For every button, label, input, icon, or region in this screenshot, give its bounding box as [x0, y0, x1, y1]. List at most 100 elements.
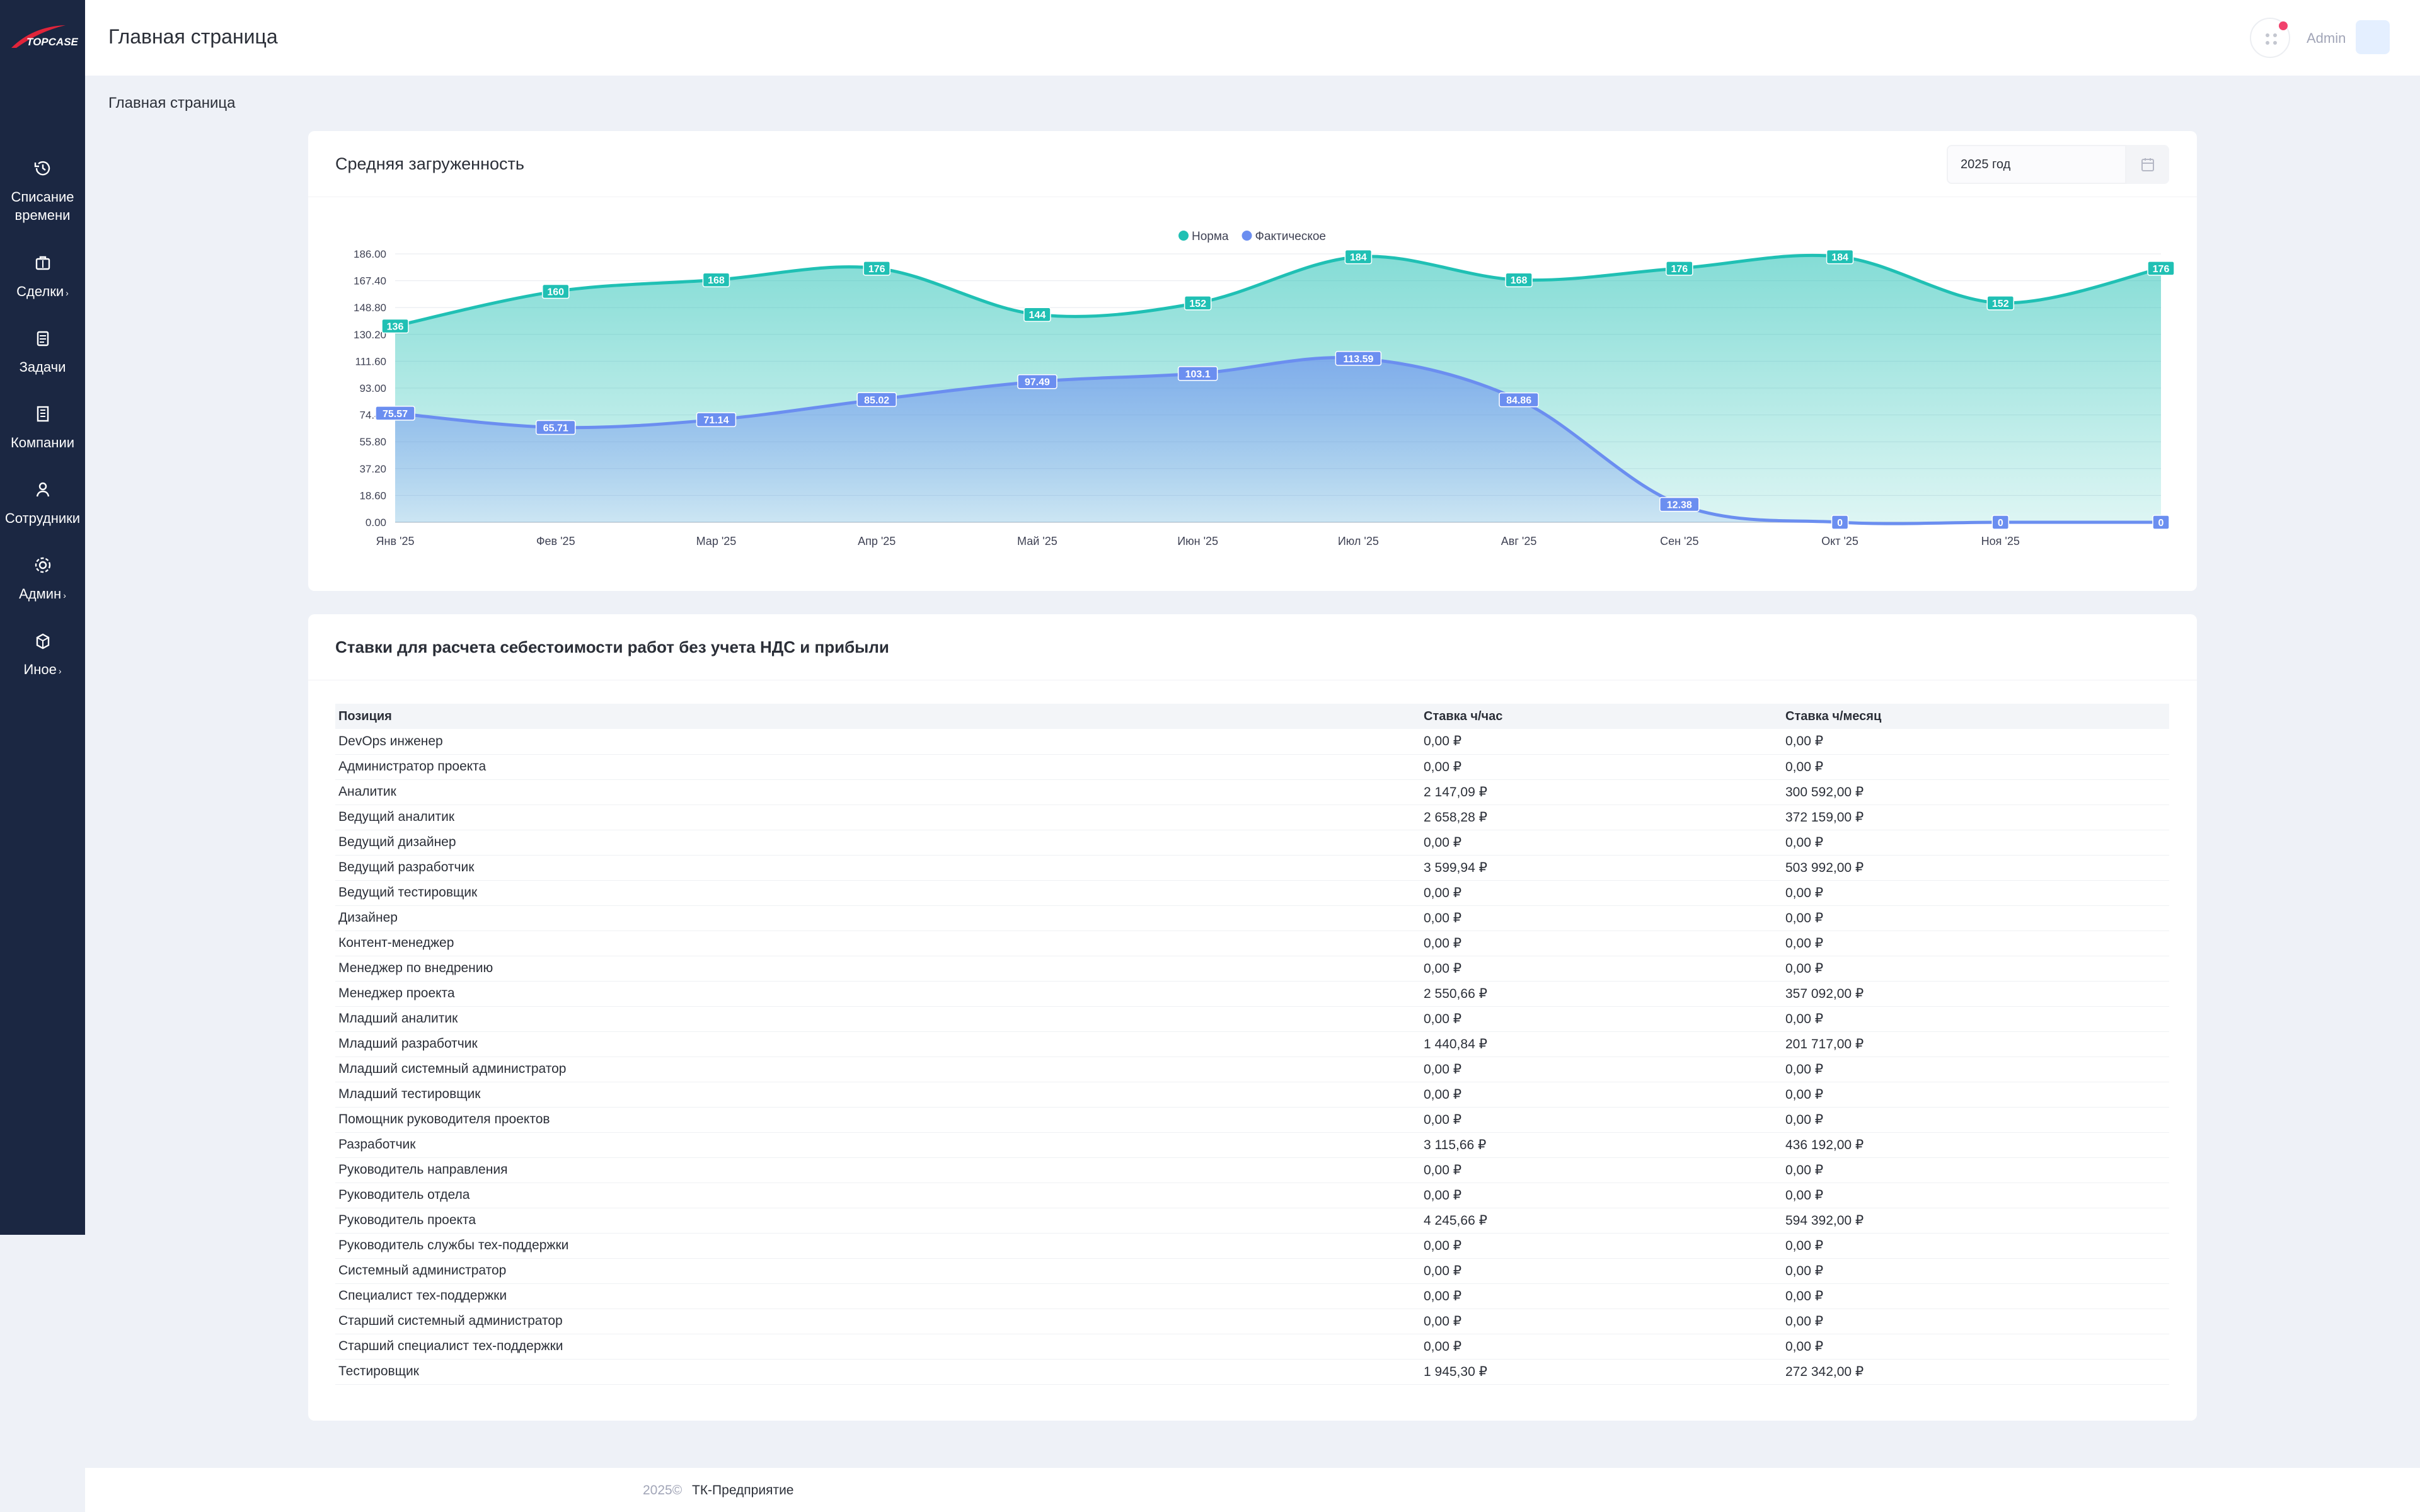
table-header-row: Позиция Ставка ч/час Ставка ч/месяц: [335, 704, 2169, 729]
cell-position: Ведущий дизайнер: [335, 830, 1420, 856]
x-tick-label: Окт '25: [1821, 535, 1858, 547]
chevron-right-icon: ›: [66, 288, 69, 298]
column-header-monthly-rate[interactable]: Ставка ч/месяц: [1782, 704, 2169, 729]
logo-text: TOPCASE: [26, 36, 78, 48]
footer-company-link[interactable]: ТК-Предприятие: [692, 1483, 794, 1498]
data-label-text: 97.49: [1025, 377, 1050, 388]
cell-hourly-rate: 0,00 ₽: [1420, 729, 1782, 755]
cell-hourly-rate: 2 550,66 ₽: [1420, 981, 1782, 1007]
calendar-button[interactable]: [2126, 145, 2169, 184]
table-row: Тестировщик 1 945,30 ₽272 342,00 ₽: [335, 1359, 2169, 1385]
x-tick-label: Янв '25: [376, 535, 415, 547]
column-header-hourly-rate[interactable]: Ставка ч/час: [1420, 704, 1782, 729]
data-label: 97.49: [1017, 374, 1057, 389]
topcase-logo[interactable]: TOPCASE: [8, 23, 79, 54]
cell-position: Старший системный администратор: [335, 1309, 1420, 1334]
data-label-text: 184: [1831, 253, 1848, 263]
y-tick-label: 18.60: [359, 490, 386, 501]
avatar[interactable]: [2356, 20, 2390, 54]
data-label-text: 85.02: [864, 395, 889, 406]
cell-hourly-rate: 2 147,09 ₽: [1420, 779, 1782, 805]
cell-hourly-rate: 0,00 ₽: [1420, 1107, 1782, 1133]
series-area-2: [395, 357, 2161, 524]
data-label: 152: [1184, 295, 1212, 311]
cell-monthly-rate: 436 192,00 ₽: [1782, 1132, 2169, 1158]
data-label-box: [696, 412, 737, 427]
sidebar-item-3[interactable]: Задачи: [0, 328, 85, 376]
legend-marker-2[interactable]: [1242, 231, 1252, 241]
building-icon: [32, 403, 54, 425]
cell-monthly-rate: 0,00 ₽: [1782, 830, 2169, 856]
sidebar-item-5[interactable]: Сотрудники: [0, 479, 85, 527]
cell-position: Специалист тех-поддержки: [335, 1283, 1420, 1309]
sidebar-item-4[interactable]: Компании: [0, 403, 85, 452]
data-label-box: [2147, 261, 2175, 276]
year-picker-input[interactable]: [1947, 145, 2126, 184]
data-label: 184: [1344, 249, 1373, 265]
sidebar-item-2[interactable]: Сделки ›: [0, 252, 85, 302]
table-row: Помощник руководителя проектов 0,00 ₽0,00…: [335, 1107, 2169, 1133]
x-tick-label: Фев '25: [536, 535, 575, 547]
y-tick-label: 0.00: [366, 517, 386, 529]
cell-monthly-rate: 0,00 ₽: [1782, 880, 2169, 906]
cell-monthly-rate: 357 092,00 ₽: [1782, 981, 2169, 1007]
data-label-box: [1184, 295, 1212, 311]
cell-hourly-rate: 1 440,84 ₽: [1420, 1031, 1782, 1057]
data-label-text: 12.38: [1667, 500, 1692, 511]
table-row: Младший тестировщик 0,00 ₽0,00 ₽: [335, 1082, 2169, 1108]
table-row: Руководитель проекта 4 245,66 ₽594 392,00…: [335, 1208, 2169, 1234]
cell-position: Менеджер по внедрению: [335, 956, 1420, 982]
sidebar-item-6[interactable]: Админ ›: [0, 554, 85, 605]
data-label: 176: [1666, 261, 1693, 276]
legend-label-2[interactable]: Фактическое: [1255, 230, 1326, 243]
cell-position: Ведущий разработчик: [335, 855, 1420, 881]
apps-button[interactable]: [2250, 18, 2290, 58]
table-row: Менеджер по внедрению 0,00 ₽0,00 ₽: [335, 956, 2169, 982]
y-tick-label: 55.80: [359, 436, 386, 448]
cell-hourly-rate: 0,00 ₽: [1420, 830, 1782, 856]
cell-monthly-rate: 0,00 ₽: [1782, 1006, 2169, 1032]
cell-position: Менеджер проекта: [335, 981, 1420, 1007]
sidebar-item-1[interactable]: Списание времени: [0, 158, 85, 224]
data-label: 103.1: [1177, 366, 1218, 381]
x-tick-label: Авг '25: [1501, 535, 1537, 547]
user-icon: [32, 479, 54, 500]
table-row: Ведущий дизайнер 0,00 ₽0,00 ₽: [335, 830, 2169, 856]
chevron-right-icon: ›: [58, 666, 62, 676]
cell-hourly-rate: 3 115,66 ₽: [1420, 1132, 1782, 1158]
data-label: 71.14: [696, 412, 737, 427]
data-label: 0: [1831, 515, 1849, 530]
data-label-text: 168: [1511, 275, 1528, 286]
data-label-box: [1666, 261, 1693, 276]
top-header: Главная страница: [85, 0, 2420, 76]
x-tick-label: Апр '25: [858, 535, 896, 547]
user-name[interactable]: Admin: [2307, 30, 2346, 46]
x-tick-label: Май '25: [1017, 535, 1057, 547]
cell-monthly-rate: 0,00 ₽: [1782, 1283, 2169, 1309]
data-label-text: 113.59: [1343, 354, 1373, 365]
data-label: 65.71: [535, 420, 576, 435]
y-tick-label: 111.60: [355, 355, 386, 367]
data-label-text: 152: [1992, 299, 2009, 309]
cell-hourly-rate: 0,00 ₽: [1420, 905, 1782, 931]
legend-marker-1[interactable]: [1178, 231, 1189, 241]
x-tick-label: Ноя '25: [1981, 535, 2020, 547]
cell-monthly-rate: 0,00 ₽: [1782, 1057, 2169, 1082]
cell-position: Руководитель службы тех-поддержки: [335, 1233, 1420, 1259]
cell-position: Ведущий тестировщик: [335, 880, 1420, 906]
table-row: Администратор проекта 0,00 ₽0,00 ₽: [335, 754, 2169, 780]
data-label: 0: [1991, 515, 2010, 530]
data-label-box: [1826, 249, 1854, 265]
cell-monthly-rate: 0,00 ₽: [1782, 1107, 2169, 1133]
data-label-text: 176: [868, 264, 885, 275]
notification-dot: [2279, 21, 2288, 30]
cell-hourly-rate: 1 945,30 ₽: [1420, 1359, 1782, 1385]
cell-position: Ведущий аналитик: [335, 805, 1420, 830]
sidebar-item-7[interactable]: Иное ›: [0, 630, 85, 680]
data-label-box: [1344, 249, 1373, 265]
data-label-text: 144: [1029, 310, 1046, 321]
cell-position: Младший разработчик: [335, 1031, 1420, 1057]
column-header-position[interactable]: Позиция: [335, 704, 1420, 729]
data-label: 84.86: [1499, 392, 1539, 408]
legend-label-1[interactable]: Норма: [1192, 230, 1229, 243]
